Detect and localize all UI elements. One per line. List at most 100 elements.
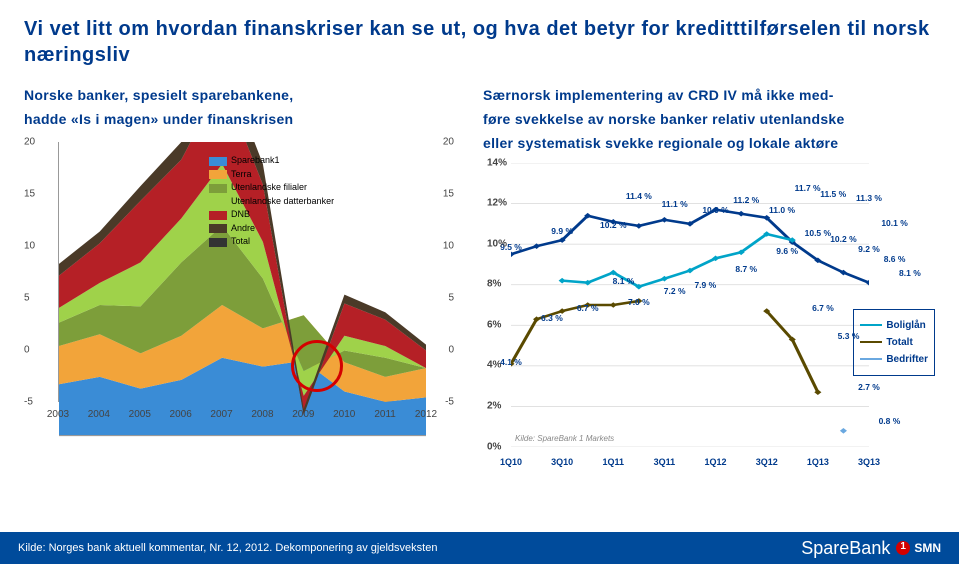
area-chart-legend: Sparebank1TerraUtenlandske filialerUtenl… [209, 154, 334, 249]
legend-label: Totalt [886, 337, 912, 348]
y-tick-right: 15 [443, 189, 454, 200]
legend-label: Total [231, 235, 250, 249]
legend-item: Utenlandske filialer [209, 181, 334, 195]
columns: Norske banker, spesielt sparebankene, ha… [24, 86, 935, 469]
legend-label: Utenlandske datterbanker [231, 195, 334, 209]
x-tick: 1Q10 [500, 457, 522, 467]
x-tick: 1Q11 [603, 457, 625, 467]
data-label: 7.2 % [664, 286, 686, 296]
y-tick: 5 [24, 293, 30, 304]
legend-item: Utenlandske datterbanker [209, 195, 334, 209]
y-tick: 8% [487, 279, 501, 290]
x-tick: 2003 [47, 409, 69, 420]
data-label: 9.6 % [776, 246, 798, 256]
line-chart-legend: Boliglån Totalt Bedrifter [853, 309, 935, 376]
legend-item: Total [209, 235, 334, 249]
data-label: 11.4 % [626, 191, 652, 201]
y-tick: 14% [487, 157, 507, 168]
data-label: 11.3 % [856, 193, 882, 203]
legend-line [860, 324, 882, 326]
footer: Kilde: Norges bank aktuell kommentar, Nr… [0, 532, 959, 564]
data-label: 9.9 % [551, 226, 573, 236]
data-label: 10.2 % [830, 234, 856, 244]
data-label: 10.2 % [600, 220, 626, 230]
legend-item: Terra [209, 168, 334, 182]
x-tick: 2006 [170, 409, 192, 420]
legend-item: Bedrifter [860, 354, 928, 365]
legend-label: Terra [231, 168, 252, 182]
page-title: Vi vet litt om hvordan finanskriser kan … [24, 16, 935, 68]
legend-swatch [209, 157, 227, 166]
line-chart-plot: 9.5 %9.9 %10.2 %11.4 %11.1 %10.9 %11.2 %… [511, 163, 869, 447]
data-label: 0.8 % [879, 416, 901, 426]
brand-smn: SMN [914, 541, 941, 555]
brand-ball-icon [896, 541, 910, 555]
x-tick: 2011 [374, 409, 396, 420]
x-tick: 2010 [333, 409, 355, 420]
legend-swatch [209, 211, 227, 220]
data-label: 8.7 % [735, 264, 757, 274]
x-tick: 2007 [210, 409, 232, 420]
y-tick: 2% [487, 400, 501, 411]
page: Vi vet litt om hvordan finanskriser kan … [0, 0, 959, 564]
legend-swatch [209, 170, 227, 179]
legend-item: DNB [209, 208, 334, 222]
legend-label: Andre [231, 222, 255, 236]
data-label: 9.2 % [858, 244, 880, 254]
legend-label: Boliglån [886, 320, 925, 331]
chart-source: Kilde: SpareBank 1 Markets [515, 434, 614, 443]
highlight-circle [291, 340, 343, 392]
y-tick-right: 10 [443, 241, 454, 252]
right-column: Særnorsk implementering av CRD IV må ikk… [483, 86, 935, 469]
area-chart: Sparebank1TerraUtenlandske filialerUtenl… [24, 134, 454, 424]
data-label: 11.0 % [769, 205, 795, 215]
y-tick: 15 [24, 189, 35, 200]
data-label: 8.6 % [884, 254, 906, 264]
data-label: 6.7 % [812, 303, 834, 313]
x-tick: 3Q11 [654, 457, 676, 467]
left-subhead-1: Norske banker, spesielt sparebankene, [24, 86, 467, 104]
line-chart: 9.5 %9.9 %10.2 %11.4 %11.1 %10.9 %11.2 %… [483, 159, 935, 469]
data-label: 10.1 % [881, 218, 907, 228]
legend-line [860, 358, 882, 360]
left-subhead-2: hadde «Is i magen» under finanskrisen [24, 110, 467, 128]
data-label: 8.1 % [899, 268, 921, 278]
legend-item: Andre [209, 222, 334, 236]
right-subhead-2: føre svekkelse av norske banker relativ … [483, 110, 935, 128]
legend-line [860, 341, 882, 343]
legend-label: Utenlandske filialer [231, 181, 307, 195]
legend-item: Boliglån [860, 320, 928, 331]
right-subhead-1: Særnorsk implementering av CRD IV må ikk… [483, 86, 935, 104]
x-tick: 2009 [292, 409, 314, 420]
y-tick-right: -5 [445, 397, 454, 408]
legend-label: DNB [231, 208, 250, 222]
y-tick: -5 [24, 397, 33, 408]
y-tick: 20 [24, 137, 35, 148]
x-tick: 2004 [88, 409, 110, 420]
left-column: Norske banker, spesielt sparebankene, ha… [24, 86, 467, 469]
y-tick: 10% [487, 238, 507, 249]
right-subhead-3: eller systematisk svekke regionale og lo… [483, 134, 935, 152]
y-tick: 0 [24, 345, 30, 356]
legend-item: Sparebank1 [209, 154, 334, 168]
x-tick: 1Q12 [705, 457, 727, 467]
x-tick: 3Q10 [551, 457, 573, 467]
data-label: 11.2 % [733, 195, 759, 205]
data-label: 4.1 % [500, 357, 522, 367]
data-label: 10.5 % [805, 228, 831, 238]
data-label: 6.3 % [541, 313, 563, 323]
area-chart-plot: Sparebank1TerraUtenlandske filialerUtenl… [58, 142, 426, 402]
x-tick: 2012 [415, 409, 437, 420]
legend-swatch [209, 224, 227, 233]
data-label: 2.7 % [858, 382, 880, 392]
brand-name: SpareBank [801, 538, 890, 559]
data-label: 8.1 % [613, 276, 635, 286]
data-label: 11.7 % [795, 183, 821, 193]
data-label: 7.0 % [628, 297, 650, 307]
x-tick: 3Q13 [858, 457, 880, 467]
y-tick: 0% [487, 441, 501, 452]
legend-swatch [209, 238, 227, 247]
x-tick: 2008 [251, 409, 273, 420]
x-tick: 3Q12 [756, 457, 778, 467]
y-tick-right: 20 [443, 137, 454, 148]
